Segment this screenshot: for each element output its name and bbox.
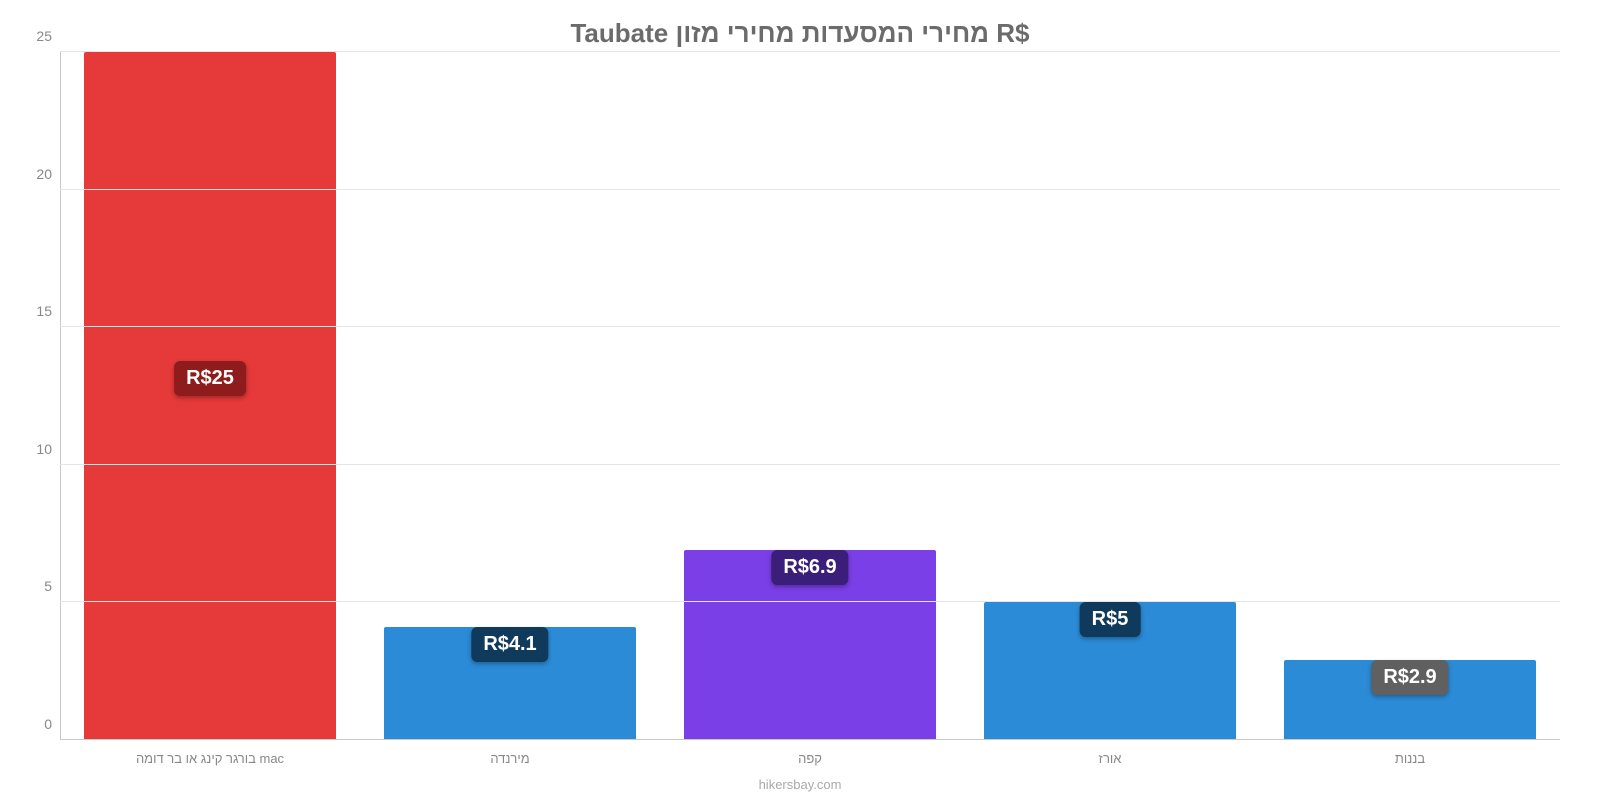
y-tick-label: 10: [36, 441, 60, 457]
x-tick-label: קפה: [660, 751, 960, 766]
gridline: [60, 51, 1560, 52]
bar-slot: R$4.1: [360, 52, 660, 740]
y-tick-label: 5: [44, 578, 60, 594]
plot-inner: R$25R$4.1R$6.9R$5R$2.9 0510152025: [60, 52, 1560, 740]
gridline: [60, 464, 1560, 465]
gridline: [60, 326, 1560, 327]
bar: [84, 52, 336, 740]
value-badge: R$6.9: [771, 550, 848, 585]
bars-row: R$25 R$4.1 R$6.9 R$5 R$2.9: [60, 52, 1560, 740]
value-badge: R$4.1: [471, 627, 548, 662]
x-tick-label: אורז: [960, 751, 1260, 766]
x-tick-label: בורגר קינג או בר דומה mac: [60, 751, 360, 766]
gridline: [60, 601, 1560, 602]
value-badge: R$5: [1080, 602, 1141, 637]
chart-title: Taubate מחירי המסעדות מחירי מזון R$: [0, 18, 1600, 49]
y-tick-label: 0: [44, 716, 60, 732]
gridline: [60, 189, 1560, 190]
y-tick-label: 25: [36, 28, 60, 44]
x-labels-row: בורגר קינג או בר דומה macמירנדהקפהאורזבנ…: [60, 751, 1560, 766]
attribution-text: hikersbay.com: [0, 777, 1600, 792]
value-badge: R$2.9: [1371, 660, 1448, 695]
chart-container: Taubate מחירי המסעדות מחירי מזון R$ R$25…: [0, 0, 1600, 800]
y-tick-label: 20: [36, 166, 60, 182]
bar-slot: R$2.9: [1260, 52, 1560, 740]
x-tick-label: מירנדה: [360, 751, 660, 766]
plot-area: R$25R$4.1R$6.9R$5R$2.9 0510152025: [60, 52, 1560, 740]
value-badge: R$25: [174, 361, 246, 396]
x-axis-line: [60, 739, 1560, 740]
y-tick-label: 15: [36, 303, 60, 319]
bar-slot: R$25: [60, 52, 360, 740]
x-tick-label: בננות: [1260, 751, 1560, 766]
bar-slot: R$6.9: [660, 52, 960, 740]
bar-slot: R$5: [960, 52, 1260, 740]
